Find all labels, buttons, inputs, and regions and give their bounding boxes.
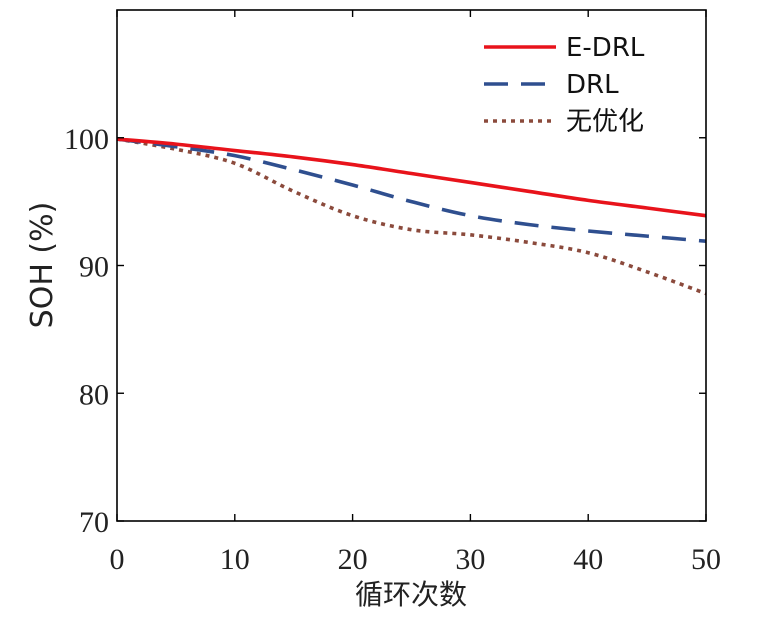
- y-tick-label: 80: [79, 378, 109, 411]
- x-tick-label: 30: [455, 543, 485, 576]
- x-tick-label: 50: [691, 543, 721, 576]
- y-tick-label: 70: [79, 506, 109, 539]
- series-line-E-DRL: [116, 137, 707, 218]
- x-tick-label: 40: [573, 543, 603, 576]
- x-tick-labels: 0 10 20 30 40 50: [110, 543, 722, 576]
- x-axis-title: 循环次数: [355, 578, 467, 611]
- y-tick-label: 100: [64, 123, 109, 156]
- series-line-DRL: [116, 137, 707, 244]
- legend-label: DRL: [566, 70, 619, 100]
- y-axis-title: SOH (%): [25, 202, 60, 329]
- x-tick-label: 0: [110, 543, 125, 576]
- legend-label: E-DRL: [566, 33, 645, 63]
- series-line-无优化: [116, 137, 707, 296]
- plot-area: [117, 10, 706, 521]
- y-tick-labels: 70 80 90 100: [64, 123, 109, 539]
- y-tick-label: 90: [79, 251, 109, 284]
- tick-marks: [116, 10, 707, 522]
- x-tick-label: 10: [220, 543, 250, 576]
- series-layer: [116, 137, 707, 296]
- legend-label: 无优化: [566, 107, 644, 137]
- x-tick-label: 20: [338, 543, 368, 576]
- legend: E-DRL DRL 无优化: [484, 33, 645, 137]
